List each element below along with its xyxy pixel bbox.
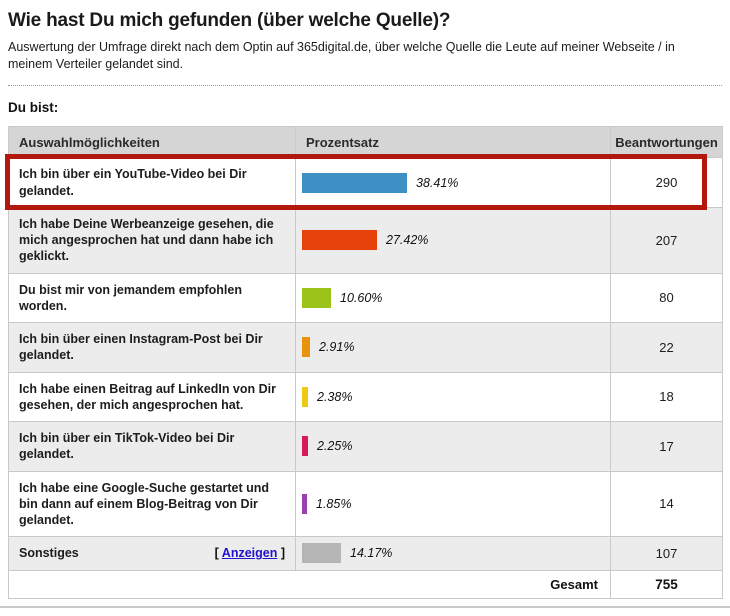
bottom-divider bbox=[0, 605, 730, 608]
percentage-label: 38.41% bbox=[416, 175, 459, 190]
question-label: Du bist: bbox=[8, 100, 59, 116]
percentage-bar bbox=[302, 543, 341, 564]
percentage-label: 2.38% bbox=[317, 389, 353, 404]
response-count: 290 bbox=[610, 157, 723, 208]
percentage-label: 2.91% bbox=[319, 340, 355, 355]
option-label: Ich bin über ein YouTube-Video bei Dir g… bbox=[19, 167, 247, 198]
response-count: 80 bbox=[610, 272, 723, 323]
page-title: Wie hast Du mich gefunden (über welche Q… bbox=[8, 10, 451, 31]
anzeigen-link[interactable]: Anzeigen bbox=[221, 546, 278, 561]
percentage-bar bbox=[302, 337, 310, 358]
option-label: Du bist mir von jemandem empfohlen worde… bbox=[19, 282, 242, 313]
table-header-row: Auswahlmöglichkeiten Prozentsatz Beantwo… bbox=[8, 126, 723, 159]
percentage-label: 2.25% bbox=[317, 439, 353, 454]
total-row: Gesamt 755 bbox=[8, 569, 723, 599]
table-row: Ich bin über einen Instagram-Post bei Di… bbox=[8, 322, 723, 373]
option-label: Ich habe Deine Werbeanzeige gesehen, die… bbox=[19, 216, 274, 264]
percentage-label: 10.60% bbox=[340, 290, 383, 305]
col-header-percentage: Prozentsatz bbox=[295, 126, 611, 159]
percentage-bar bbox=[302, 493, 307, 514]
show-link-wrap: [ Anzeigen ] bbox=[215, 546, 285, 560]
bracket-close: ] bbox=[277, 546, 285, 561]
percentage-bar bbox=[302, 172, 407, 193]
percentage-bar bbox=[302, 230, 377, 251]
option-label: Ich habe einen Beitrag auf LinkedIn von … bbox=[19, 381, 276, 412]
col-header-options: Auswahlmöglichkeiten bbox=[8, 126, 296, 159]
table-row: Ich habe eine Google-Suche gestartet und… bbox=[8, 470, 723, 538]
option-label: Sonstiges bbox=[19, 546, 79, 561]
percentage-bar bbox=[302, 287, 331, 308]
percentage-label: 27.42% bbox=[386, 233, 429, 248]
response-count: 14 bbox=[610, 470, 723, 538]
percentage-bar bbox=[302, 436, 308, 457]
page-subtitle: Auswertung der Umfrage direkt nach dem O… bbox=[8, 40, 675, 71]
table-row: Ich bin über ein TikTok-Video bei Dir ge… bbox=[8, 421, 723, 472]
percentage-label: 14.17% bbox=[350, 546, 393, 561]
total-value: 755 bbox=[610, 569, 723, 599]
option-label: Ich habe eine Google-Suche gestartet und… bbox=[19, 480, 270, 528]
option-label: Ich bin über ein TikTok-Video bei Dir ge… bbox=[19, 431, 235, 462]
dotted-divider bbox=[8, 85, 722, 87]
table-row: Ich bin über ein YouTube-Video bei Dir g… bbox=[8, 157, 723, 208]
table-row: Ich habe einen Beitrag auf LinkedIn von … bbox=[8, 371, 723, 422]
response-count: 18 bbox=[610, 371, 723, 422]
response-count: 107 bbox=[610, 536, 723, 571]
response-count: 207 bbox=[610, 206, 723, 274]
col-header-responses: Beantwortungen bbox=[610, 126, 723, 159]
percentage-label: 1.85% bbox=[316, 496, 352, 511]
table-row: Sonstiges [ Anzeigen ] 14.17% 107 bbox=[8, 536, 723, 571]
table-row: Du bist mir von jemandem empfohlen worde… bbox=[8, 272, 723, 323]
table-row: Ich habe Deine Werbeanzeige gesehen, die… bbox=[8, 206, 723, 274]
table-body: Ich bin über ein YouTube-Video bei Dir g… bbox=[8, 157, 723, 571]
percentage-bar bbox=[302, 386, 308, 407]
total-label: Gesamt bbox=[8, 569, 611, 599]
response-count: 22 bbox=[610, 322, 723, 373]
response-count: 17 bbox=[610, 421, 723, 472]
option-label: Ich bin über einen Instagram-Post bei Di… bbox=[19, 332, 263, 363]
bracket-open: [ bbox=[214, 546, 222, 561]
